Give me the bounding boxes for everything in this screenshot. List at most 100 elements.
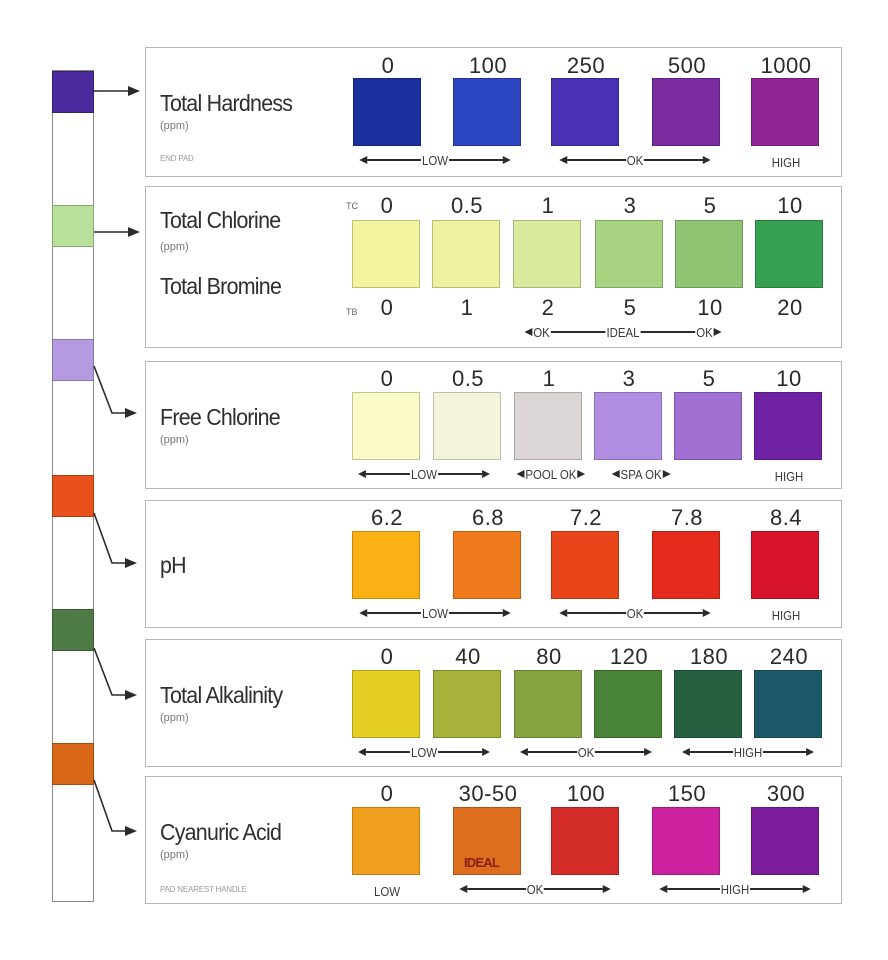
- tb-value: 5: [623, 295, 637, 320]
- panel-title: pH: [160, 552, 187, 578]
- color-swatch: [551, 531, 619, 599]
- color-swatch: [514, 670, 582, 738]
- swatch-value: 300: [766, 781, 806, 806]
- color-swatch: [751, 807, 819, 875]
- color-swatch: [453, 78, 521, 146]
- range-indicator-ok: OK: [459, 881, 611, 897]
- swatch-value: 10: [776, 366, 802, 391]
- color-swatch: [652, 78, 720, 146]
- color-swatch: [595, 220, 663, 288]
- test-strip: [52, 70, 94, 902]
- panel-unit: (ppm): [160, 712, 189, 724]
- strip-pad-total-alkalinity: [52, 609, 94, 651]
- panel-unit: (ppm): [160, 434, 189, 446]
- arrow-right-icon: [502, 156, 511, 164]
- arrow-right-icon: [662, 470, 671, 478]
- swatch-value: 1: [542, 366, 556, 391]
- swatch-value: 8.4: [769, 505, 803, 530]
- panel-note: END PAD: [160, 154, 194, 163]
- arrow-left-icon: [358, 748, 366, 756]
- color-swatch: [353, 78, 421, 146]
- arrow-right-icon: [802, 885, 811, 893]
- swatch-value: 100: [468, 53, 508, 78]
- swatch-value: 3: [622, 366, 636, 391]
- swatch-value: 180: [689, 644, 729, 669]
- panel-title: Total Hardness: [160, 90, 293, 116]
- color-swatch: [675, 220, 743, 288]
- arrow-left-icon: [516, 470, 525, 478]
- swatch-value: 1000: [760, 53, 812, 78]
- range-indicator-ok: OK: [520, 744, 653, 760]
- panel-note: PAD NEAREST HANDLE: [160, 885, 247, 894]
- color-swatch: [594, 392, 662, 460]
- range-indicator-low: LOW: [358, 744, 490, 760]
- arrow-left-icon: [559, 156, 568, 164]
- swatch-value: 0: [380, 781, 394, 806]
- color-swatch: [352, 392, 420, 460]
- swatch-value: 150: [667, 781, 707, 806]
- ideal-badge: IDEAL: [464, 855, 500, 870]
- tb-value: 0: [380, 295, 394, 320]
- range-indicator-high: HIGH: [771, 154, 801, 170]
- tb-value: 20: [777, 295, 803, 320]
- arrow-right-icon: [482, 748, 490, 756]
- strip-pad-free-chlorine: [52, 339, 94, 381]
- range-indicator-high: HIGH: [774, 468, 804, 484]
- color-swatch: [514, 392, 582, 460]
- range-indicator-high: HIGH: [771, 607, 801, 623]
- arrow-left-icon: [659, 885, 668, 893]
- color-swatch: [433, 392, 501, 460]
- swatch-value: 40: [455, 644, 481, 669]
- swatch-value: 100: [566, 781, 606, 806]
- color-swatch: [551, 78, 619, 146]
- arrow-right-icon: [502, 609, 511, 617]
- swatch-value: 7.8: [670, 505, 704, 530]
- arrow-right-icon: [806, 748, 814, 756]
- panel-total-chlorine-bromine: Total Chlorine (ppm) Total Bromine TC TB…: [145, 186, 842, 348]
- swatch-value: 240: [769, 644, 809, 669]
- range-indicator-ok-ideal-ok: OK IDEAL OK: [524, 324, 722, 340]
- color-swatch: [594, 670, 662, 738]
- swatch-value: 6.2: [370, 505, 404, 530]
- color-swatch: [352, 531, 420, 599]
- range-indicator-low: LOW: [358, 466, 490, 482]
- range-indicator-high: HIGH: [682, 744, 814, 760]
- arrow-left-icon: [520, 748, 528, 756]
- range-indicator-low: LOW: [373, 883, 401, 899]
- tb-prefix: TB: [346, 307, 358, 317]
- color-swatch: [513, 220, 581, 288]
- arrow-right-icon: [602, 885, 611, 893]
- color-swatch: [751, 531, 819, 599]
- swatch-value: 0: [380, 644, 394, 669]
- arrow-left-icon: [358, 470, 366, 478]
- tc-value: 0: [380, 193, 394, 218]
- panel-title: Cyanuric Acid: [160, 819, 282, 845]
- color-swatch: [754, 670, 822, 738]
- strip-pad-total-chlorine-bromine: [52, 205, 94, 247]
- tb-value: 10: [697, 295, 723, 320]
- color-swatch: [433, 670, 501, 738]
- tc-value: 0.5: [450, 193, 484, 218]
- arrow-left-icon: [559, 609, 568, 617]
- range-indicator-low: LOW: [359, 605, 511, 621]
- panel-cyanuric-acid: Cyanuric Acid (ppm) PAD NEAREST HANDLE 0…: [145, 776, 842, 904]
- panel-unit: (ppm): [160, 241, 189, 253]
- tc-value: 10: [777, 193, 803, 218]
- panel-ph: pH 6.2 6.8 7.2 7.8 8.4 LOW OK HIGH: [145, 500, 842, 628]
- arrow-right-icon: [713, 328, 722, 336]
- strip-pad-ph: [52, 475, 94, 517]
- tc-prefix: TC: [346, 201, 358, 211]
- tc-value: 3: [623, 193, 637, 218]
- tb-value: 2: [541, 295, 555, 320]
- panel-total-alkalinity: Total Alkalinity (ppm) 0 40 80 120 180 2…: [145, 639, 842, 767]
- color-swatch: IDEAL: [453, 807, 521, 875]
- swatch-value: 7.2: [569, 505, 603, 530]
- swatch-value: 6.8: [471, 505, 505, 530]
- arrow-right-icon: [482, 470, 490, 478]
- color-swatch: [674, 670, 742, 738]
- range-indicator-ok: OK: [559, 605, 711, 621]
- swatch-value: 5: [702, 366, 716, 391]
- color-swatch: [754, 392, 822, 460]
- swatch-value: 80: [536, 644, 562, 669]
- arrow-right-icon: [702, 156, 711, 164]
